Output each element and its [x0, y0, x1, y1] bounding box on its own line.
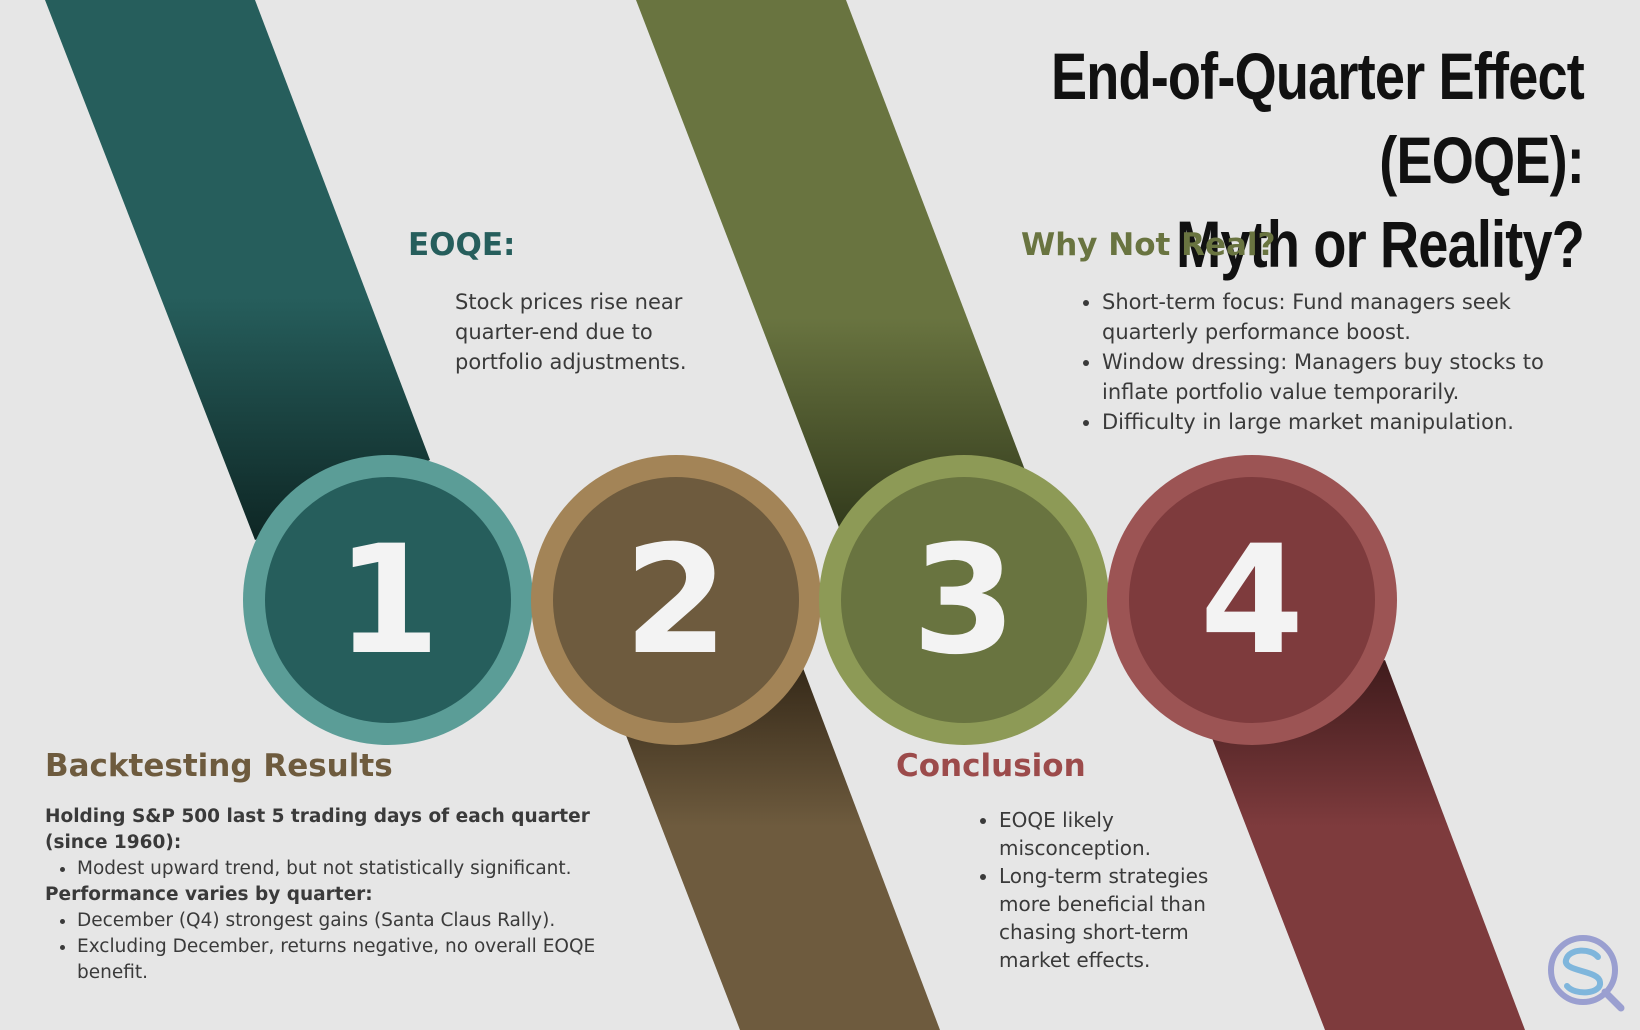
- list-item: EOQE likely misconception.: [999, 806, 1217, 862]
- eoqe-description: Stock prices rise near quarter-end due t…: [455, 287, 687, 377]
- why-not-real-heading: Why Not Real?: [1021, 227, 1276, 263]
- step-number: 3: [912, 514, 1016, 688]
- eoqe-line: quarter-end due to: [455, 320, 653, 344]
- step-disc: [553, 477, 799, 723]
- step-number: 2: [624, 514, 728, 688]
- step-disc: [1129, 477, 1375, 723]
- list-item: Short-term focus: Fund managers seek qua…: [1102, 287, 1570, 347]
- list-item: Long-term strategies more beneficial tha…: [999, 862, 1217, 974]
- step-number: 1: [336, 514, 440, 688]
- magnifier-logo-icon: [1548, 935, 1625, 1012]
- step-circle-3: 3: [819, 455, 1109, 745]
- list-item: Window dressing: Managers buy stocks to …: [1102, 347, 1570, 407]
- list-item: Excluding December, returns negative, no…: [77, 934, 625, 986]
- ribbon-red: [1205, 660, 1525, 1030]
- list-item: Difficulty in large market manipulation.: [1102, 407, 1570, 437]
- step-circle-1: 1: [243, 455, 533, 745]
- backtesting-subhead: Performance varies by quarter:: [45, 884, 373, 905]
- why-not-real-list: Short-term focus: Fund managers seek qua…: [1080, 287, 1570, 437]
- eoqe-line: Stock prices rise near: [455, 290, 683, 314]
- ribbon-teal: [45, 0, 430, 540]
- step-disc: [265, 477, 511, 723]
- list-item: Modest upward trend, but not statistical…: [77, 856, 625, 882]
- step-circle-2: 2: [531, 455, 821, 745]
- title-line-1: End-of-Quarter Effect (EOQE):: [1050, 39, 1585, 197]
- list-item: December (Q4) strongest gains (Santa Cla…: [77, 908, 625, 934]
- title-line-2: Myth or Reality?: [1176, 207, 1585, 281]
- backtesting-body: Holding S&P 500 last 5 trading days of e…: [45, 804, 625, 986]
- conclusion-heading: Conclusion: [896, 748, 1086, 784]
- backtesting-heading: Backtesting Results: [45, 748, 393, 784]
- eoqe-heading: EOQE:: [408, 227, 516, 263]
- backtesting-intro: Holding S&P 500 last 5 trading days of e…: [45, 806, 590, 853]
- ribbon-olive: [636, 0, 1025, 530]
- ribbon-brown: [620, 660, 940, 1030]
- page-title: End-of-Quarter Effect (EOQE): Myth or Re…: [846, 34, 1585, 286]
- conclusion-list: EOQE likely misconception. Long-term str…: [977, 806, 1217, 974]
- step-circle-4: 4: [1107, 455, 1397, 745]
- eoqe-line: portfolio adjustments.: [455, 350, 687, 374]
- step-disc: [841, 477, 1087, 723]
- step-number: 4: [1200, 514, 1304, 688]
